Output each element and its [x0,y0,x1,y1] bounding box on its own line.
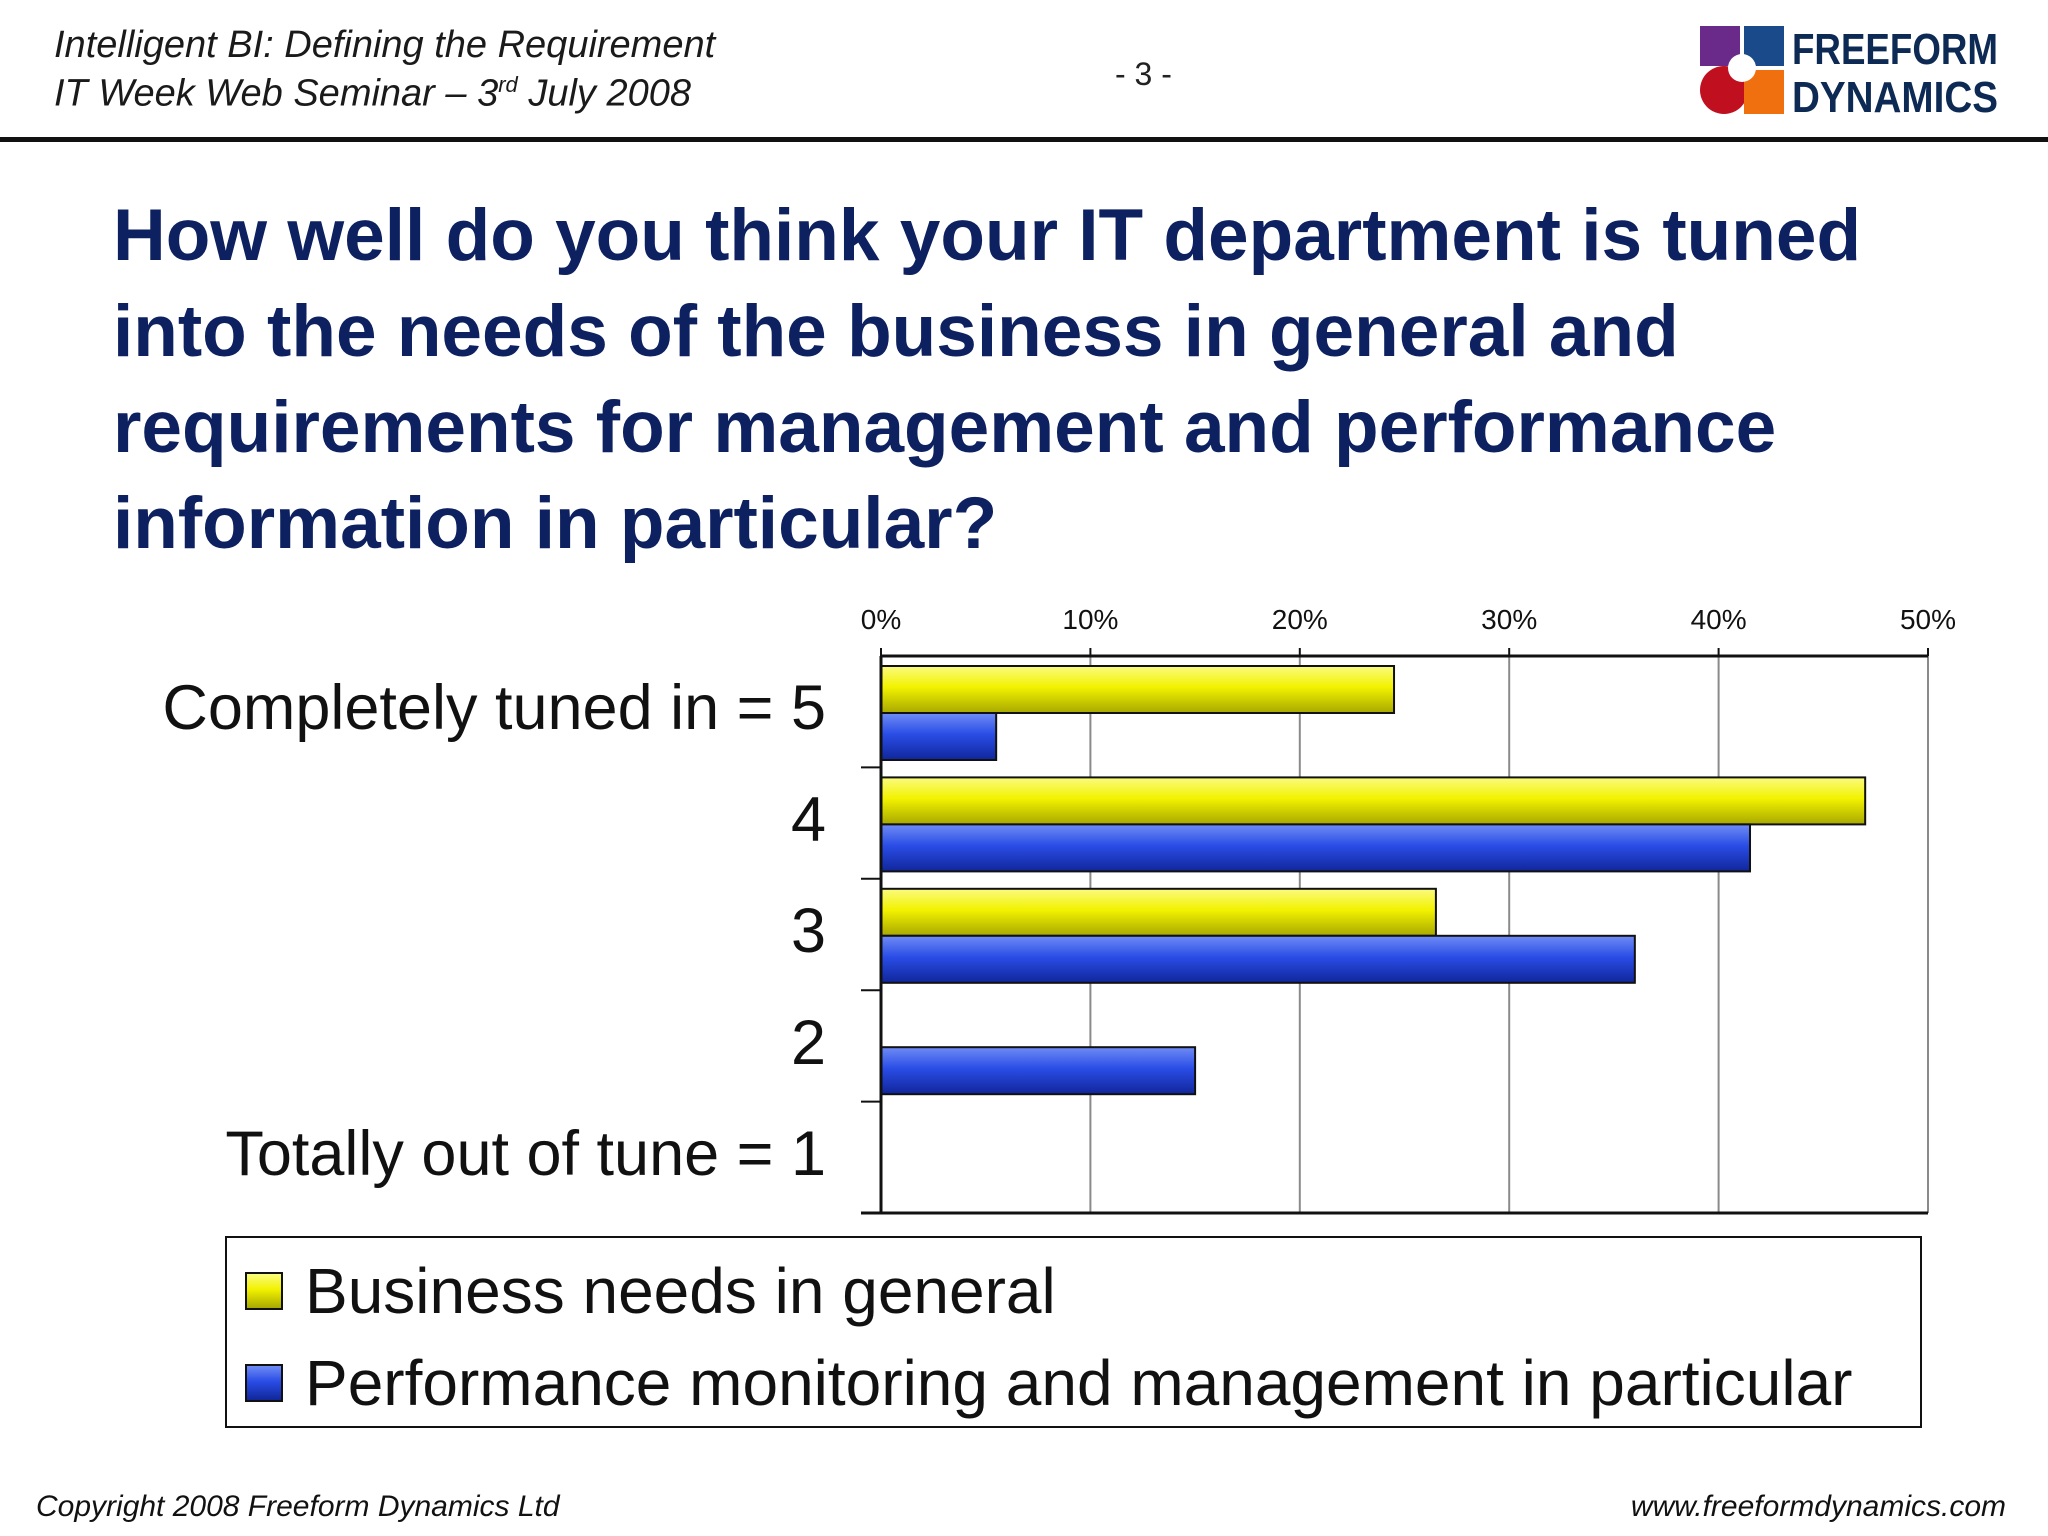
footer-website: www.freeformdynamics.com [1630,1490,2006,1523]
bar-chart: 0% 10% 20% 30% 40% 50% [861,604,1956,1215]
x-tick-label: 0% [861,604,901,635]
legend-label-business: Business needs in general [305,1255,1056,1327]
x-tick-label: 20% [1272,604,1328,635]
chart-legend: Business needs in general Performance mo… [225,1236,1922,1428]
seminar-date-prefix: IT Week Web Seminar – 3 [54,72,499,115]
header-divider [0,137,2048,142]
logo-text-freeform: FREEFORM [1792,25,1998,74]
legend-swatch-business [245,1272,283,1310]
x-tick-label: 10% [1062,604,1118,635]
bar-series-1-category-1 [880,823,1752,873]
legend-swatch-performance [245,1364,283,1402]
seminar-date-suffix-sup: rd [498,72,518,97]
category-label-3: 3 [790,896,826,966]
logo-text-dynamics: DYNAMICS [1792,73,1998,116]
freeform-dynamics-logo: FREEFORM DYNAMICS [1700,25,1998,116]
page-number: - 3 - [1115,56,1172,92]
presentation-title: Intelligent BI: Defining the Requirement [54,24,716,66]
bar-series-0-category-0 [880,665,1396,714]
bar-series-0-category-1 [880,776,1867,826]
x-tick-label: 50% [1900,604,1956,635]
bar-series-1-category-0 [880,712,998,761]
bar-series-1-category-3 [880,1046,1197,1096]
footer-copyright: Copyright 2008 Freeform Dynamics Ltd [36,1490,560,1523]
bar-series-1-category-2 [880,934,1636,984]
slide-title: How well do you think your IT department… [113,195,1862,564]
bar-series-0-category-2 [880,887,1437,937]
category-label-1: Totally out of tune = 1 [225,1119,826,1189]
seminar-date-suffix: July 2008 [517,72,692,115]
x-tick-label: 30% [1481,604,1537,635]
x-tick-label: 40% [1691,604,1747,635]
category-label-5: Completely tuned in = 5 [162,673,826,743]
category-label-2: 2 [790,1008,826,1078]
seminar-date: IT Week Web Seminar – 3rd July 2008 [54,72,691,116]
legend-item-performance: Performance monitoring and management in… [245,1346,1852,1420]
legend-label-performance: Performance monitoring and management in… [305,1347,1853,1419]
legend-item-business: Business needs in general [245,1254,1056,1328]
category-label-4: 4 [790,785,826,855]
